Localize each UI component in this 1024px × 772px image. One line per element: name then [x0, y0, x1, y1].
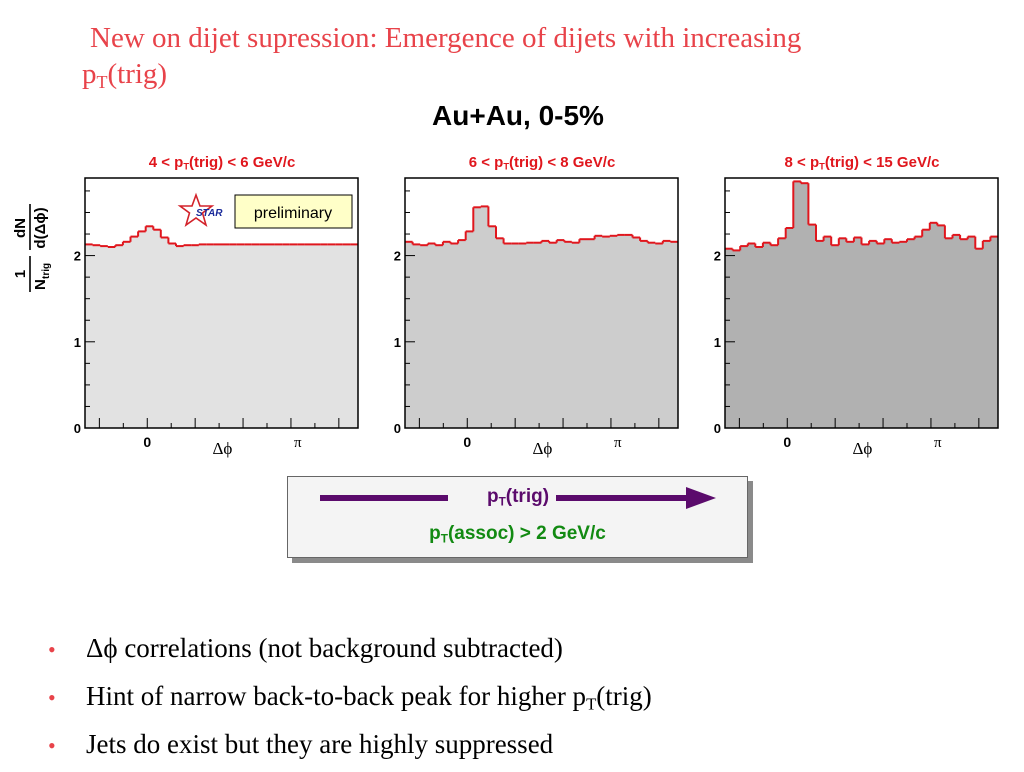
slide-title: New on dijet supression: Emergence of di…	[82, 20, 982, 92]
panel-2-title-post: (trig) < 8 GeV/c	[509, 154, 616, 171]
bullet-item-1: • Δϕ correlations (not background subtrac…	[48, 628, 652, 676]
panel-2-x-axis-label: Δϕ	[533, 439, 553, 458]
panel-3-frame	[724, 177, 999, 429]
bullet-2-post: (trig)	[596, 681, 652, 711]
panel-3-x-axis-label: Δϕ	[853, 439, 873, 458]
panel-2-histogram-fill	[405, 206, 678, 428]
panel-2-y-tick-label-1: 1	[394, 335, 401, 350]
panel-1-x-axis-label: Δϕ	[213, 439, 233, 458]
y-label-one: 1	[12, 270, 29, 278]
panel-3-x-tick-label-1: 0	[783, 434, 791, 450]
panel-3-y-tick-label-2: 2	[714, 249, 721, 264]
star-logo-icon: STAR	[177, 192, 223, 227]
panel-3-histogram-fill	[725, 181, 998, 428]
panel-3-x-tick-label-2: π	[934, 435, 942, 451]
panel-1-histogram-fill	[85, 226, 358, 428]
panel-1-frame	[84, 177, 359, 429]
panel-2-title-sub: T	[503, 161, 509, 172]
y-label-ntrig-sub: trig	[41, 263, 52, 279]
pt-assoc-p: p	[429, 523, 441, 544]
bullet-dot-icon: •	[48, 685, 56, 710]
panel-3-plot: 0 1 2 0 π Δϕ	[714, 177, 999, 458]
pt-assoc-label: pT(assoc) > 2 GeV/c	[288, 523, 747, 545]
panel-3-y-tick-label-0: 0	[714, 421, 721, 436]
arrow-head-icon	[686, 487, 716, 509]
pt-trig-label: pT(trig)	[448, 486, 588, 508]
panel-1-title-post: (trig) < 6 GeV/c	[189, 154, 296, 171]
panel-3-title-pre: 8 < p	[784, 154, 820, 171]
pt-trig-sub: T	[498, 495, 506, 509]
pt-assoc-sub: T	[440, 532, 448, 546]
panel-3-title-sub: T	[819, 161, 825, 172]
panel-1-y-tick-label-1: 1	[74, 335, 81, 350]
y-label-ntrig-n: N	[32, 279, 49, 290]
panel-3-y-tick-label-1: 1	[714, 335, 721, 350]
preliminary-box	[234, 194, 353, 229]
bullet-item-3: • Jets do exist but they are highly suppr…	[48, 724, 652, 772]
panel-2-frame	[404, 177, 679, 429]
panel-1-title-sub: T	[183, 161, 189, 172]
y-label-dphi: d(Δϕ)	[32, 207, 49, 248]
panel-2-x-tick-label-2: π	[614, 435, 622, 451]
y-axis-label: 1 N trig dN d(Δϕ)	[1, 182, 61, 322]
y-label-dn: dN	[12, 218, 29, 238]
bullet-3-text: Jets do exist but they are highly suppre…	[86, 729, 554, 759]
panel-2-plot: 0 1 2 0 π Δϕ	[394, 177, 679, 458]
bullet-dot-icon: •	[48, 637, 56, 662]
bullet-list: • Δϕ correlations (not background subtrac…	[48, 628, 652, 772]
bullet-2-sub: T	[586, 694, 597, 714]
pt-assoc-rest: (assoc) > 2 GeV/c	[447, 523, 606, 544]
subtitle-collision-system: Au+Au, 0-5%	[432, 100, 604, 131]
panel-2-x-tick-label-1: 0	[463, 434, 471, 450]
bullet-item-2: • Hint of narrow back-to-back peak for hi…	[48, 676, 652, 724]
preliminary-label: preliminary	[254, 205, 332, 222]
bullet-2-text: Hint of narrow back-to-back peak for hig…	[86, 681, 587, 711]
title-trig: (trig)	[107, 58, 168, 90]
panel-1-title: 4 < pT(trig) < 6 GeV/c	[72, 154, 372, 171]
panel-1-y-tick-label-2: 2	[74, 249, 81, 264]
title-p: p	[82, 58, 97, 90]
panel-3-title: 8 < pT(trig) < 15 GeV/c	[712, 154, 1012, 171]
panel-2-title-pre: 6 < p	[468, 154, 504, 171]
title-sub-t: T	[96, 72, 108, 93]
panel-3-title-post: (trig) < 15 GeV/c	[824, 154, 940, 171]
panel-1-x-tick-label-2: π	[294, 435, 302, 451]
panel-1-x-tick-label-1: 0	[143, 434, 151, 450]
title-line-1: New on dijet supression: Emergence of di…	[90, 22, 802, 54]
bullet-dot-icon: •	[48, 733, 56, 758]
pt-trig-p: p	[486, 486, 499, 507]
panel-1-y-tick-label-0: 0	[74, 421, 81, 436]
bullet-1-text: Δϕ correlations (not background subtract…	[86, 633, 563, 663]
title-line-2: pT(trig)	[82, 56, 982, 92]
panel-2-title: 6 < pT(trig) < 8 GeV/c	[392, 154, 692, 171]
star-preliminary-overlay: STAR preliminary	[177, 192, 353, 229]
pt-legend-box: pT(trig) pT(assoc) > 2 GeV/c	[287, 476, 748, 558]
pt-trig-rest: (trig)	[505, 486, 550, 507]
panel-2-y-tick-label-0: 0	[394, 421, 401, 436]
panel-1-title-pre: 4 < p	[148, 154, 184, 171]
panel-2-y-tick-label-2: 2	[394, 249, 401, 264]
star-logo-text: STAR	[196, 208, 223, 219]
